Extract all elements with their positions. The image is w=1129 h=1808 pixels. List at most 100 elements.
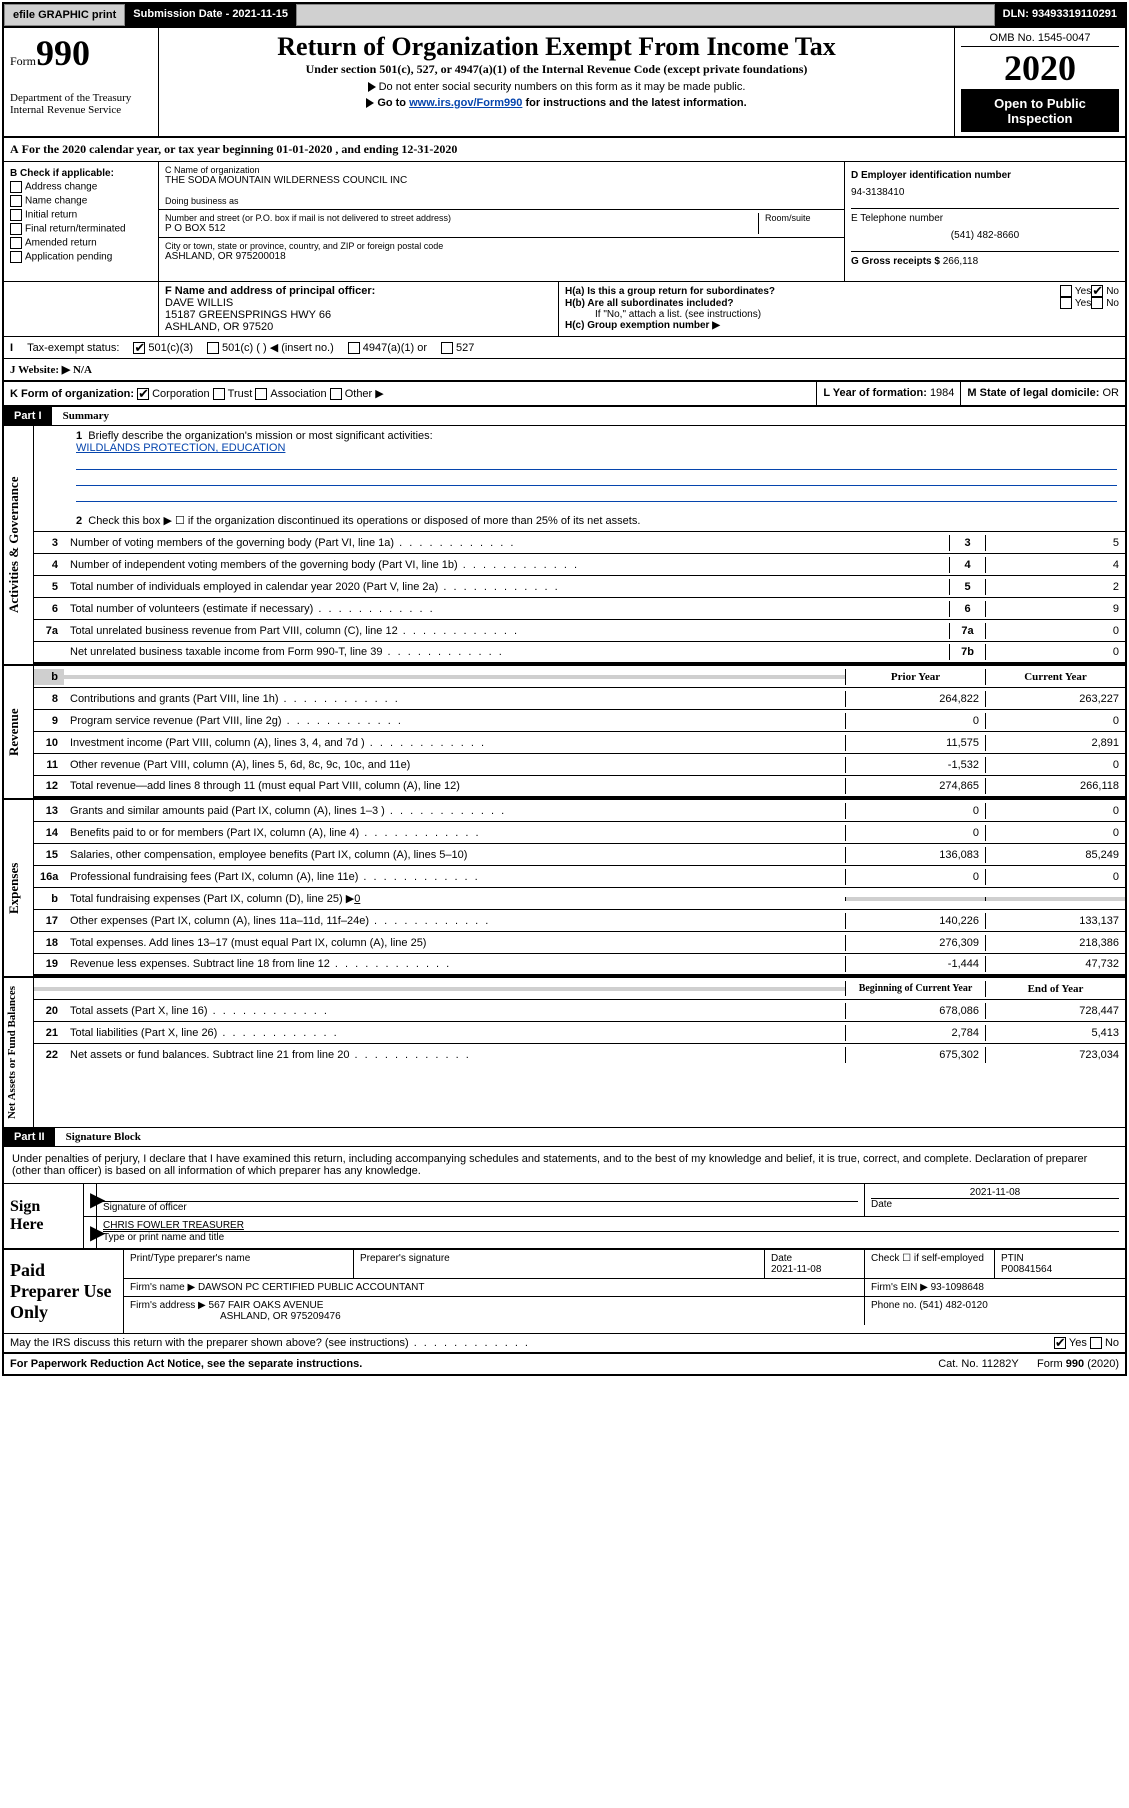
sign-here-label: Sign Here: [4, 1184, 84, 1248]
ptin-label: PTIN: [1001, 1253, 1024, 1264]
i-label: I: [10, 342, 13, 354]
discuss-row: May the IRS discuss this return with the…: [4, 1334, 1125, 1354]
status-4947[interactable]: 4947(a)(1) or: [348, 342, 427, 354]
status-527[interactable]: 527: [441, 342, 474, 354]
check-final[interactable]: Final return/terminated: [10, 223, 152, 235]
line-7b: Net unrelated business taxable income fr…: [34, 642, 1125, 664]
check-name[interactable]: Name change: [10, 195, 152, 207]
form-footer: Form 990 (2020): [1037, 1358, 1119, 1370]
line-20: 20Total assets (Part X, line 16)678,0867…: [34, 1000, 1125, 1022]
summary-section: Activities & Governance 1 Briefly descri…: [4, 426, 1125, 666]
form-note-1: Do not enter social security numbers on …: [165, 81, 948, 93]
line-18: 18Total expenses. Add lines 13–17 (must …: [34, 932, 1125, 954]
status-501c3[interactable]: 501(c)(3): [133, 342, 193, 354]
line-14: 14Benefits paid to or for members (Part …: [34, 822, 1125, 844]
line-3: 3Number of voting members of the governi…: [34, 532, 1125, 554]
form-title: Return of Organization Exempt From Incom…: [165, 32, 948, 62]
form-title-block: Return of Organization Exempt From Incom…: [159, 28, 955, 136]
footer: For Paperwork Reduction Act Notice, see …: [4, 1354, 1125, 1374]
mission-text: WILDLANDS PROTECTION, EDUCATION: [76, 442, 285, 454]
line-1-text: Briefly describe the organization's miss…: [88, 430, 432, 442]
form-id-block: Form990 Department of the Treasury Inter…: [4, 28, 159, 136]
ha-no[interactable]: [1091, 285, 1103, 297]
part-2-title: Signature Block: [58, 1128, 149, 1146]
form-subtitle: Under section 501(c), 527, or 4947(a)(1)…: [165, 62, 948, 77]
org-assoc[interactable]: [255, 388, 267, 400]
triangle-icon: [366, 98, 374, 108]
net-header: Beginning of Current YearEnd of Year: [34, 978, 1125, 1000]
hb-yes[interactable]: [1060, 297, 1072, 309]
rev-header: bPrior YearCurrent Year: [34, 666, 1125, 688]
sig-date: 2021-11-08: [871, 1187, 1119, 1198]
ha-label: H(a) Is this a group return for subordin…: [565, 286, 1060, 297]
part-2-label: Part II: [4, 1128, 55, 1146]
triangle-icon: [368, 82, 376, 92]
expenses-section: Expenses 13Grants and similar amounts pa…: [4, 800, 1125, 978]
sig-officer-label: Signature of officer: [103, 1201, 858, 1213]
ein-value: 94-3138410: [851, 187, 1119, 198]
gross-label: G Gross receipts $: [851, 256, 943, 267]
org-trust[interactable]: [213, 388, 225, 400]
street-label: Number and street (or P.O. box if mail i…: [165, 213, 758, 223]
ha-yes[interactable]: [1060, 285, 1072, 297]
prep-name-label: Print/Type preparer's name: [124, 1250, 354, 1278]
form-note-2: Go to www.irs.gov/Form990 for instructio…: [165, 97, 948, 109]
ptin-value: P00841564: [1001, 1264, 1052, 1275]
officer-name: DAVE WILLIS: [165, 297, 552, 309]
sign-here-block: Sign Here ▶ Signature of officer 2021-11…: [4, 1183, 1125, 1248]
room-label: Room/suite: [765, 213, 838, 223]
name-label: C Name of organization: [165, 165, 838, 175]
org-other[interactable]: [330, 388, 342, 400]
line-8: 8Contributions and grants (Part VIII, li…: [34, 688, 1125, 710]
website-label: Website: ▶: [18, 364, 70, 376]
line-9: 9Program service revenue (Part VIII, lin…: [34, 710, 1125, 732]
open-to-public: Open to Public Inspection: [961, 90, 1119, 132]
discuss-yes[interactable]: [1054, 1337, 1066, 1349]
discuss-no[interactable]: [1090, 1337, 1102, 1349]
firm-ein: 93-1098648: [931, 1282, 984, 1293]
line-19: 19Revenue less expenses. Subtract line 1…: [34, 954, 1125, 976]
org-corp[interactable]: [137, 388, 149, 400]
b-label: B Check if applicable:: [10, 168, 114, 179]
efile-print-button[interactable]: efile GRAPHIC print: [4, 4, 125, 26]
phone-value: (541) 482-8660: [851, 230, 1119, 241]
line-11: 11Other revenue (Part VIII, column (A), …: [34, 754, 1125, 776]
status-501c[interactable]: 501(c) ( ) ◀ (insert no.): [207, 341, 334, 354]
line-16b: bTotal fundraising expenses (Part IX, co…: [34, 888, 1125, 910]
line-10: 10Investment income (Part VIII, column (…: [34, 732, 1125, 754]
line-2-text: Check this box ▶ ☐ if the organization d…: [88, 515, 640, 527]
org-city: ASHLAND, OR 975200018: [165, 251, 838, 262]
note2-post: for instructions and the latest informat…: [522, 97, 746, 109]
self-employed-check[interactable]: Check ☐ if self-employed: [865, 1250, 995, 1278]
form-of-org: K Form of organization: Corporation Trus…: [4, 382, 817, 405]
date-label: Date: [871, 1198, 1119, 1210]
line-7a: 7aTotal unrelated business revenue from …: [34, 620, 1125, 642]
paid-preparer-label: Paid Preparer Use Only: [4, 1250, 124, 1333]
line-6: 6Total number of volunteers (estimate if…: [34, 598, 1125, 620]
check-initial[interactable]: Initial return: [10, 209, 152, 221]
submission-date: Submission Date - 2021-11-15: [125, 4, 296, 26]
check-address[interactable]: Address change: [10, 181, 152, 193]
net-assets-section: Net Assets or Fund Balances Beginning of…: [4, 978, 1125, 1128]
tax-year: 2020: [961, 47, 1119, 90]
line-22: 22Net assets or fund balances. Subtract …: [34, 1044, 1125, 1066]
line-21: 21Total liabilities (Part X, line 26)2,7…: [34, 1022, 1125, 1044]
check-amended[interactable]: Amended return: [10, 237, 152, 249]
omb-number: OMB No. 1545-0047: [961, 32, 1119, 47]
check-applicable: B Check if applicable: Address change Na…: [4, 162, 159, 281]
ein-block: D Employer identification number 94-3138…: [845, 162, 1125, 281]
year-formation: L Year of formation: 1984: [817, 382, 961, 405]
prep-sig-label: Preparer's signature: [354, 1250, 765, 1278]
gross-value: 266,118: [943, 256, 978, 267]
cat-no: Cat. No. 11282Y: [938, 1358, 1019, 1370]
hb-no[interactable]: [1091, 297, 1103, 309]
form990-link[interactable]: www.irs.gov/Form990: [409, 97, 522, 109]
part-2-header: Part II Signature Block: [4, 1128, 1125, 1147]
revenue-section: Revenue bPrior YearCurrent Year 8Contrib…: [4, 666, 1125, 800]
tax-status-row: I Tax-exempt status: 501(c)(3) 501(c) ( …: [4, 337, 1125, 359]
line-15: 15Salaries, other compensation, employee…: [34, 844, 1125, 866]
check-pending[interactable]: Application pending: [10, 251, 152, 263]
line-12: 12Total revenue—add lines 8 through 11 (…: [34, 776, 1125, 798]
line-13: 13Grants and similar amounts paid (Part …: [34, 800, 1125, 822]
period-text: For the 2020 calendar year, or tax year …: [22, 142, 458, 156]
